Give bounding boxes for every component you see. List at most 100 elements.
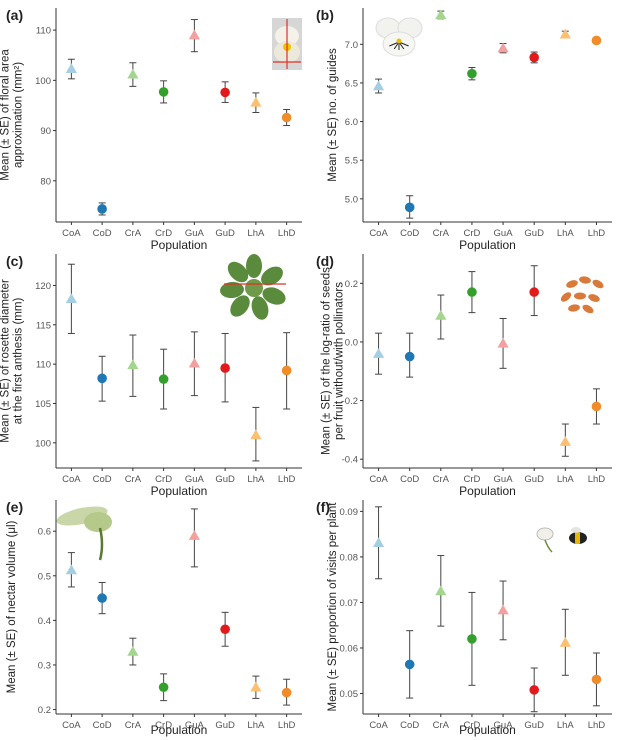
data-point-GuD (220, 87, 230, 98)
x-tick-label: CoA (62, 474, 81, 485)
panel-a: (a) 80 90 100 110 CoA CoD CrA CrD GuA GuD LhA LhD Pop… (0, 7, 302, 252)
data-point-LhA (559, 636, 571, 647)
illo-leaf (227, 261, 249, 283)
x-tick-label: CrA (125, 228, 142, 239)
x-tick-label: GuA (494, 228, 514, 239)
data-point-CrA (435, 585, 447, 596)
y-axis-title: approximation (mm²) (13, 62, 25, 168)
x-tick-label: CoD (400, 474, 419, 485)
illo-seed (588, 294, 600, 302)
panel-c: (c) 100 105 110 115 120 CoA CoD CrA CrD GuA GuD LhA L… (0, 253, 302, 498)
illo-seed (566, 280, 578, 288)
panel-label: (e) (6, 499, 23, 515)
x-tick-label: LhD (588, 720, 606, 731)
illo-petal (536, 527, 554, 541)
x-tick-label: CrD (463, 720, 480, 731)
data-point-CoA (65, 63, 77, 73)
x-tick-label: GuA (494, 474, 514, 485)
x-tick-label: LhD (278, 228, 296, 239)
x-tick-label: GuA (185, 720, 205, 731)
illo-seed (592, 279, 604, 289)
illo-leaf (220, 281, 244, 299)
data-point-LhA (250, 681, 262, 692)
x-tick-label: LhA (247, 474, 265, 485)
data-point-LhD (591, 674, 602, 685)
flower-guides-illustration (375, 17, 423, 57)
rosette-illustration (220, 254, 286, 320)
panel-b: (b) 5.0 5.5 6.0 6.5 7.0 CoA CoD CrA CrD GuA GuD LhA L… (316, 7, 612, 252)
illo-leaf (262, 287, 286, 305)
data-point-CrA (435, 309, 447, 320)
data-point-CoA (372, 348, 385, 358)
y-tick-label: 115 (36, 320, 51, 331)
data-point-CrA (127, 359, 139, 370)
x-tick-label: CrD (463, 474, 480, 485)
x-axis-title: Population (151, 238, 208, 252)
illo-leaf (245, 254, 263, 278)
y-tick-label: 90 (40, 126, 51, 137)
data-point-LhA (250, 429, 262, 440)
data-point-GuD (220, 363, 230, 373)
x-tick-label: CoA (369, 474, 388, 485)
x-tick-label: GuD (524, 720, 544, 731)
data-point-CoA (65, 293, 77, 304)
x-tick-label: CoA (369, 720, 388, 731)
y-tick-label: 0.09 (340, 507, 359, 518)
x-tick-label: LhA (247, 228, 265, 239)
y-tick-label: 0.6 (38, 527, 51, 538)
x-tick-label: CrA (433, 474, 450, 485)
data-point-GuA (188, 357, 200, 368)
x-tick-label: LhA (247, 720, 265, 731)
panel-label: (c) (6, 253, 23, 269)
data-point-LhD (281, 112, 292, 123)
x-tick-label: GuD (524, 228, 544, 239)
y-tick-label: 0.2 (345, 279, 358, 290)
data-point-CoD (97, 593, 107, 603)
illo-seed (574, 292, 586, 300)
data-point-CoD (97, 204, 107, 214)
illo-stem (98, 527, 104, 561)
illo-petal (84, 512, 112, 532)
y-axis-title: at the first anthesis (mm) (13, 298, 25, 425)
panel-label: (a) (6, 7, 23, 23)
y-tick-label: 5.0 (345, 194, 358, 205)
x-tick-label: CrD (155, 228, 172, 239)
x-tick-label: CrA (125, 720, 142, 731)
data-point-LhD (281, 365, 292, 376)
y-axis-title: Mean (± SE) of the log-ratio of seeds (321, 267, 333, 455)
illo-petal (56, 506, 108, 526)
x-tick-label: CrA (125, 474, 142, 485)
data-point-CrD (158, 374, 169, 384)
data-point-GuD (529, 52, 539, 63)
illo-leaf (251, 296, 269, 320)
x-tick-label: LhD (588, 228, 606, 239)
y-tick-label: 0.05 (340, 689, 359, 700)
data-point-GuA (497, 42, 509, 53)
panel-label: (b) (316, 7, 334, 23)
y-tick-label: 0.06 (340, 643, 359, 654)
panel-label: (f) (316, 499, 330, 515)
y-tick-label: 0.07 (340, 598, 359, 609)
x-tick-label: LhD (278, 474, 296, 485)
data-point-GuA (188, 29, 200, 40)
y-tick-label: 100 (35, 76, 51, 87)
illo-bee-stripe (575, 532, 580, 544)
x-tick-label: CrD (463, 228, 480, 239)
y-tick-label: 7.0 (345, 40, 358, 51)
x-tick-label: CoD (400, 720, 419, 731)
x-axis-title: Population (151, 723, 208, 737)
x-axis-title: Population (151, 484, 208, 498)
data-point-CrD (158, 682, 169, 693)
y-tick-label: -0.4 (342, 455, 358, 466)
data-point-GuA (497, 337, 509, 348)
y-axis-title: Mean (± SE) of nectar volume (μl) (6, 520, 18, 693)
illo-leaf (230, 295, 250, 317)
y-tick-label: 110 (36, 26, 51, 37)
data-point-GuA (497, 604, 509, 615)
illo-leaf (261, 266, 283, 286)
bumblebee-illustration (536, 527, 587, 553)
y-tick-label: 105 (35, 399, 51, 410)
data-point-GuD (529, 685, 539, 695)
data-point-CrD (467, 634, 477, 644)
x-tick-label: GuA (185, 474, 205, 485)
